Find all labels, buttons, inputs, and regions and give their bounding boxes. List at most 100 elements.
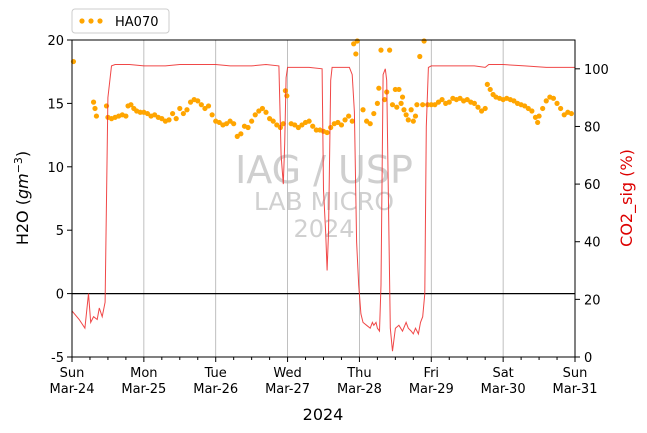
data-point	[103, 103, 110, 109]
data-point	[421, 38, 427, 44]
y-left-label-main: H2O (	[13, 199, 32, 245]
data-point	[550, 95, 557, 101]
y-right-tick-label: 40	[584, 236, 601, 251]
data-point	[432, 102, 438, 108]
data-point	[536, 113, 542, 119]
data-point	[360, 107, 366, 113]
x-tick-label-date: Mar-27	[265, 382, 310, 397]
data-point	[435, 99, 442, 105]
data-point	[280, 121, 286, 127]
data-point	[198, 102, 204, 108]
data-point	[306, 118, 312, 124]
data-point	[313, 127, 319, 133]
legend-marker	[97, 18, 103, 24]
data-point	[425, 102, 431, 108]
x-tick-label-day: Sat	[492, 366, 513, 381]
data-point	[128, 102, 134, 108]
data-point	[414, 102, 420, 108]
data-point	[471, 100, 477, 106]
plot-area	[70, 38, 575, 352]
data-point	[310, 123, 316, 129]
data-point	[263, 109, 269, 115]
data-point	[511, 98, 517, 104]
data-point	[144, 110, 151, 117]
y-right-tick-label: 20	[584, 293, 601, 308]
left-axis: -5 0 5 10 15 20	[47, 34, 72, 366]
data-point	[249, 118, 255, 124]
data-point	[376, 85, 382, 91]
y-left-tick-label: -5	[51, 351, 64, 366]
data-point	[234, 133, 240, 139]
data-point	[389, 102, 396, 108]
data-point	[374, 100, 380, 106]
data-point	[457, 95, 463, 101]
series-CO2_sig-line	[71, 63, 575, 352]
data-point	[238, 131, 244, 137]
data-point	[346, 113, 352, 119]
data-point	[338, 122, 345, 128]
x-tick-label-date: Mar-31	[553, 382, 598, 397]
x-tick-label-date: Mar-25	[121, 382, 166, 397]
y-left-label-exp: −3	[12, 157, 25, 173]
data-point	[464, 96, 470, 103]
x-tick-label-date: Mar-29	[409, 382, 454, 397]
data-point	[394, 104, 400, 110]
data-point	[245, 124, 251, 131]
data-point	[371, 110, 377, 117]
y-left-label-unit: gm	[13, 173, 32, 199]
x-tick-label-day: Fri	[424, 366, 440, 381]
data-point	[152, 112, 158, 118]
data-point	[123, 113, 129, 119]
data-point	[561, 112, 567, 118]
data-point	[299, 122, 305, 128]
y-right-tick-label: 60	[584, 178, 601, 193]
legend-marker	[88, 18, 94, 24]
x-axis: SunMar-24MonMar-25TueMar-26WedMar-27ThuM…	[50, 357, 598, 397]
x-tick-label-day: Thu	[346, 366, 371, 381]
data-point	[392, 86, 398, 93]
data-point	[410, 118, 416, 124]
y-axis-label-left: H2O (gm−3)	[12, 151, 32, 245]
data-point	[522, 103, 528, 109]
series-HA070	[70, 38, 575, 139]
data-point	[378, 47, 384, 53]
data-point	[270, 118, 276, 124]
data-point	[412, 113, 419, 119]
y-left-tick-label: 5	[56, 224, 64, 239]
data-point	[252, 112, 258, 118]
y-right-tick-label: 100	[584, 63, 609, 78]
data-point	[420, 102, 426, 108]
y-axis-label-right: CO2_sig (%)	[617, 149, 637, 247]
x-tick-label-day: Tue	[204, 366, 227, 381]
data-point	[170, 110, 176, 117]
x-tick-label-date: Mar-24	[50, 382, 95, 397]
data-point	[173, 116, 179, 122]
legend-box	[71, 8, 170, 34]
data-point	[231, 121, 237, 127]
data-point	[401, 107, 407, 113]
data-point	[284, 93, 290, 99]
data-point	[324, 129, 330, 136]
data-point	[417, 53, 423, 60]
data-point	[408, 107, 414, 113]
y-left-tick-label: 15	[47, 97, 64, 112]
watermark-line1: IAG / USP	[235, 148, 413, 192]
data-point	[439, 96, 445, 103]
data-point	[256, 108, 262, 114]
y-left-tick-label: 0	[56, 288, 64, 303]
x-tick-label-date: Mar-26	[193, 382, 238, 397]
data-point	[399, 94, 406, 100]
data-point	[475, 104, 481, 110]
data-point	[558, 105, 564, 112]
data-point	[568, 110, 575, 117]
legend: HA070	[71, 8, 170, 34]
x-axis-label: 2024	[303, 405, 344, 424]
data-point	[353, 51, 359, 57]
data-point	[405, 117, 411, 123]
data-point	[428, 102, 434, 108]
data-point	[227, 118, 233, 124]
data-point	[202, 105, 208, 112]
data-point	[554, 100, 560, 106]
data-point	[205, 103, 212, 109]
data-point	[92, 105, 98, 112]
